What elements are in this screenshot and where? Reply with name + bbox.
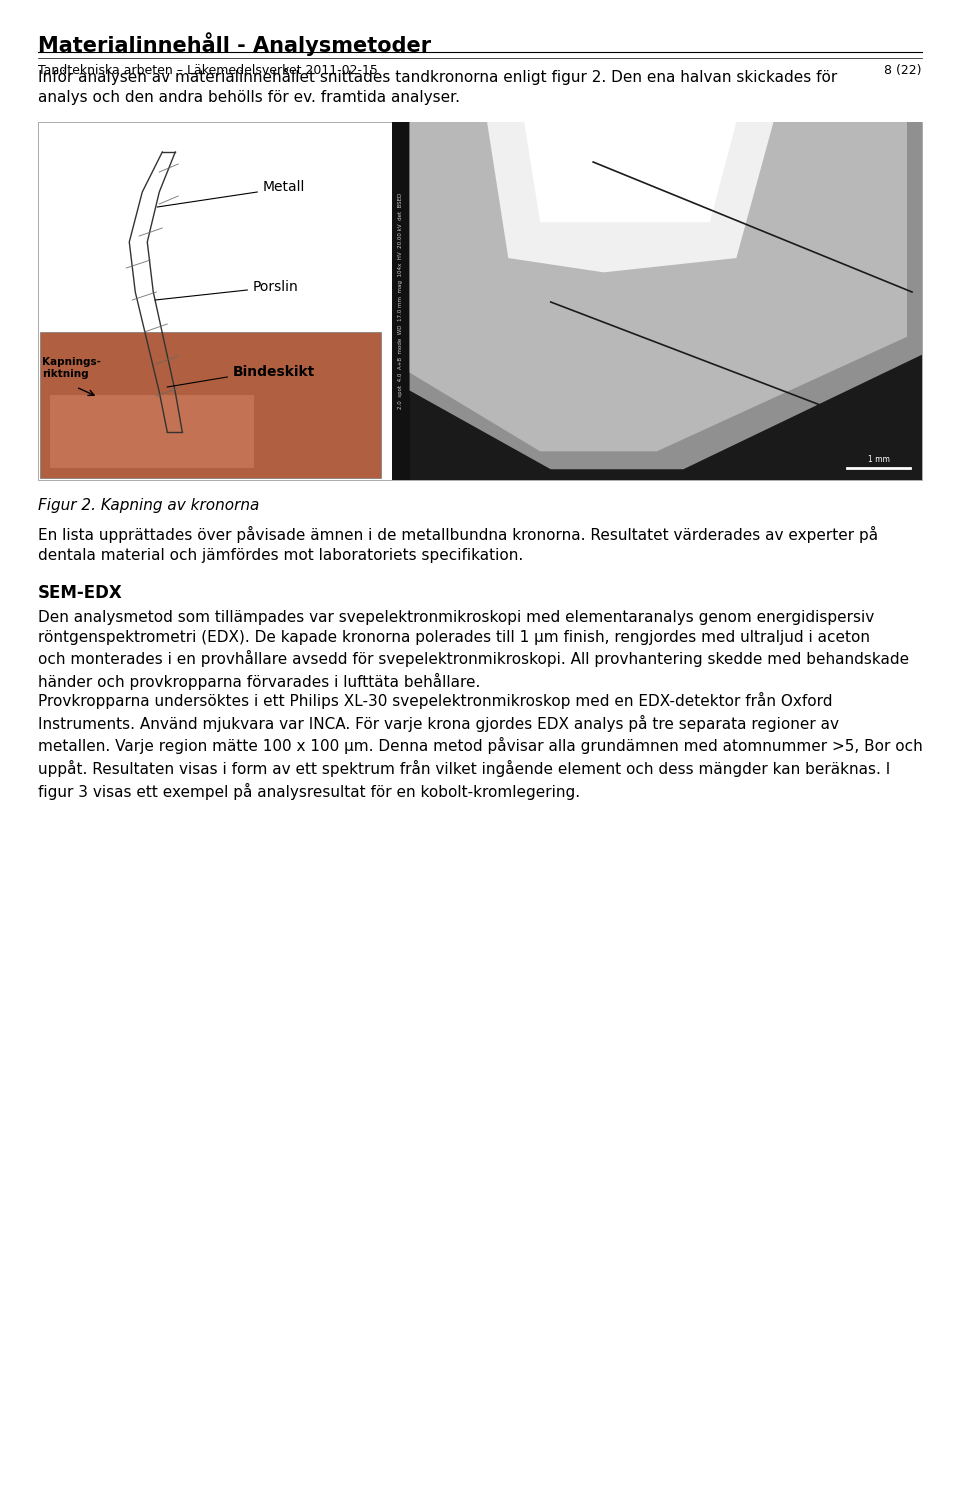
Text: SEM-EDX: SEM-EDX [38,583,123,601]
Text: Provkropparna undersöktes i ett Philips XL-30 svepelektronmikroskop med en EDX-d: Provkropparna undersöktes i ett Philips … [38,693,923,799]
Text: Den analysmetod som tillämpades var svepelektronmikroskopi med elementaranalys g: Den analysmetod som tillämpades var svep… [38,610,909,690]
Text: Figur 2. Kapning av kronorna: Figur 2. Kapning av kronorna [38,498,259,513]
Text: Bindeskikt: Bindeskikt [232,365,315,378]
Text: Tandtekniska arbeten – Läkemedelsverket 2011-02-15: Tandtekniska arbeten – Läkemedelsverket … [38,64,378,76]
Text: En lista upprättades över påvisade ämnen i de metallbundna kronorna. Resultatet : En lista upprättades över påvisade ämnen… [38,527,878,562]
Text: Inför analysen av materialinnehållet snittades tandkronorna enligt figur 2. Den : Inför analysen av materialinnehållet sni… [38,67,837,105]
Text: Kapnings-
riktning: Kapnings- riktning [42,358,101,378]
Text: Materialinnehåll - Analysmetoder: Materialinnehåll - Analysmetoder [38,31,431,55]
FancyBboxPatch shape [392,123,410,480]
Text: Metall: Metall [262,180,304,194]
Text: Porslin: Porslin [252,280,298,295]
Text: 1 mm: 1 mm [868,455,890,464]
Polygon shape [410,123,922,470]
FancyBboxPatch shape [40,332,381,479]
Polygon shape [487,123,774,272]
FancyBboxPatch shape [50,395,254,468]
FancyBboxPatch shape [392,123,922,480]
Text: 8 (22): 8 (22) [884,64,922,76]
Polygon shape [410,123,907,452]
Polygon shape [524,123,736,223]
Text: 2.0  spot  4.0  A+B  mode  WD  17.0 mm  mag  104x  HV  20.00 kV  det  BSED: 2.0 spot 4.0 A+B mode WD 17.0 mm mag 104… [398,193,403,408]
FancyBboxPatch shape [38,123,383,480]
